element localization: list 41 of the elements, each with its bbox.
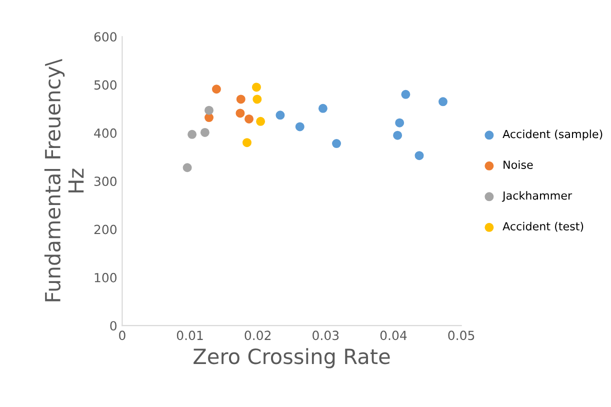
x-tick-label: 0 (119, 330, 126, 340)
point (236, 94, 246, 104)
point (212, 84, 221, 94)
x-tick-label: 0.02 (244, 330, 271, 340)
point (318, 104, 328, 113)
x-tick-label: 0.04 (380, 330, 407, 340)
point (236, 108, 245, 118)
x-tick-label: 0.03 (312, 330, 339, 340)
y-tick-label: 300 (94, 176, 117, 186)
point (401, 90, 410, 99)
point (256, 116, 266, 126)
point (393, 130, 402, 140)
point (414, 151, 424, 160)
y-tick-label: 600 (94, 32, 117, 42)
point (244, 114, 254, 124)
y-tick-label: 0 (110, 321, 117, 331)
x-tick-label: 0.05 (448, 330, 474, 340)
point (188, 130, 197, 139)
legend-label: Accident (sample) (502, 130, 602, 140)
point (200, 128, 210, 137)
point (204, 113, 214, 122)
x-axis-title: Zero Crossing Rate (194, 348, 390, 368)
point (295, 122, 304, 132)
legend-label: Accident (test) (502, 222, 584, 232)
point (276, 110, 285, 120)
y-tick-label: 100 (94, 272, 117, 282)
y-tick-label: 200 (94, 224, 117, 234)
point (252, 82, 261, 92)
point (204, 106, 214, 115)
legend-label: Jackhammer (502, 191, 572, 202)
point (242, 138, 252, 148)
point (252, 94, 262, 104)
y-axis-title: Fundamental Freuency\ Hz (44, 58, 84, 302)
y-tick-label: 400 (94, 128, 117, 138)
point (438, 97, 448, 106)
legend-label: Noise (504, 160, 533, 169)
point (182, 163, 192, 172)
point (332, 139, 342, 148)
x-tick-label: 0.01 (176, 330, 203, 340)
point (395, 118, 404, 128)
y-tick-label: 500 (94, 80, 117, 90)
